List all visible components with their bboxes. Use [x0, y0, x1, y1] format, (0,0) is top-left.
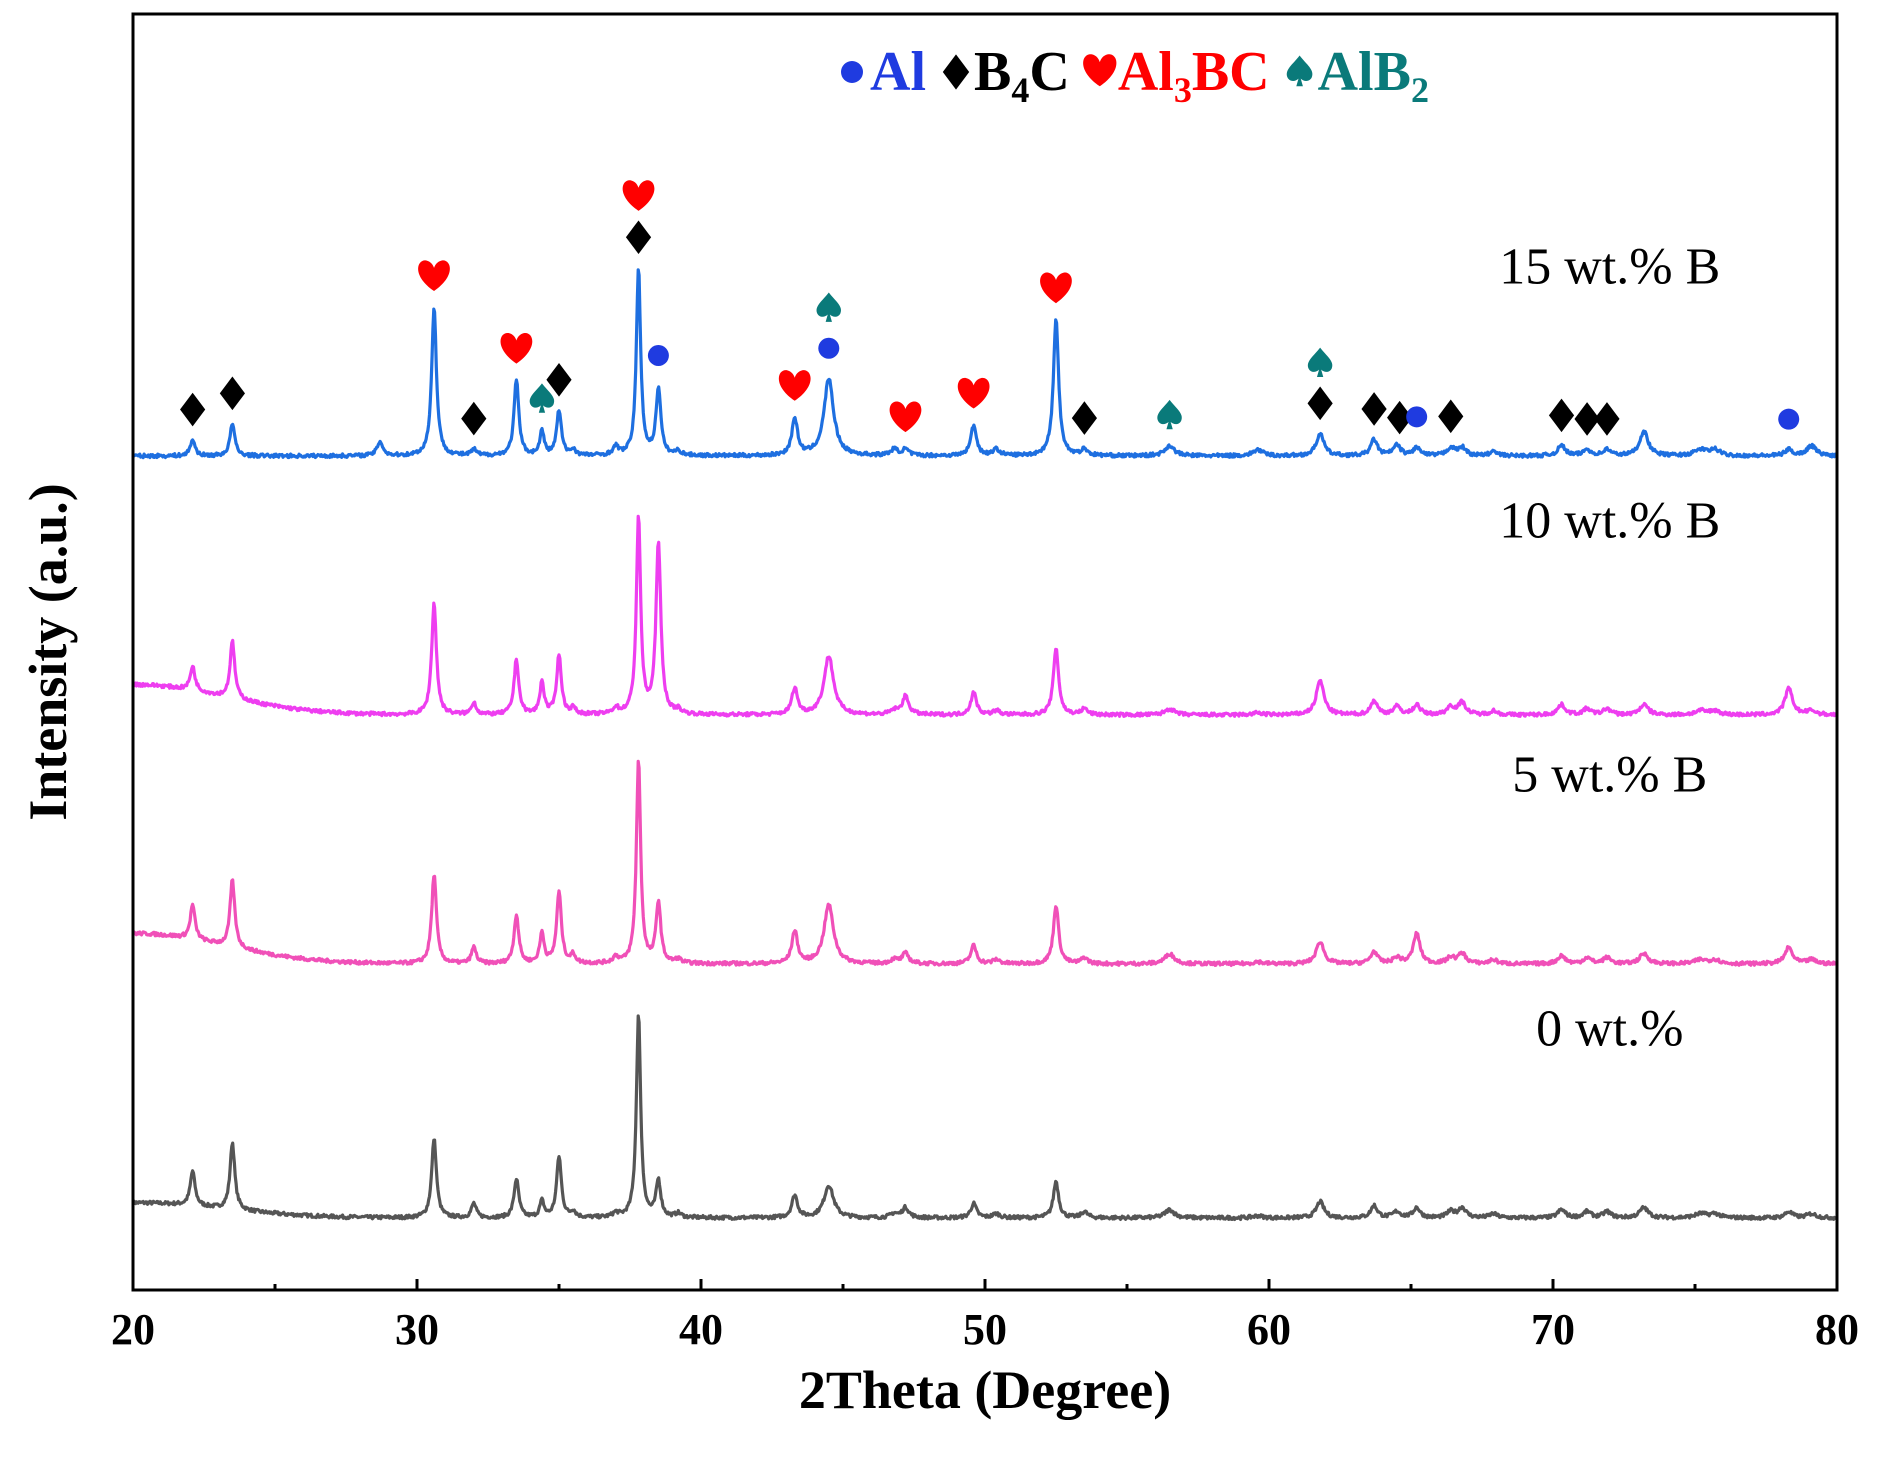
legend-entry-3: AlB2 [1318, 41, 1429, 110]
series-labels: 15 wt.% B 10 wt.% B 5 wt.% B 0 wt.% [1499, 239, 1720, 1058]
heart-marker-icon [418, 260, 450, 292]
x-tick-label-20: 20 [111, 1305, 155, 1354]
spade-marker-icon [1307, 347, 1333, 378]
x-axis-title: 2Theta (Degree) [799, 1360, 1171, 1420]
x-axis: 20 30 40 50 60 70 80 [111, 1279, 1859, 1354]
diamond-marker-icon [1574, 402, 1600, 436]
heart-marker-icon [1040, 272, 1072, 304]
series-label-3: 0 wt.% [1536, 1001, 1683, 1058]
y-axis-title: Intensity (a.u.) [18, 483, 78, 821]
diamond-marker-icon [546, 362, 572, 397]
circle-marker-icon [647, 344, 669, 366]
diamond-marker-icon [1438, 399, 1464, 434]
series-label-2: 5 wt.% B [1512, 747, 1707, 804]
diamond-marker-icon [1548, 398, 1575, 433]
series-line-1 [131, 759, 1839, 967]
heart-marker-icon [889, 401, 922, 433]
legend-entry-0: Al [870, 41, 926, 103]
plot-frame [131, 12, 1839, 1292]
circle-marker-icon [818, 337, 840, 359]
diamond-marker-icon [1361, 392, 1387, 426]
heart-marker-icon [957, 377, 990, 409]
x-tick-label-60: 60 [1247, 1305, 1291, 1354]
x-tick-label-70: 70 [1531, 1305, 1575, 1354]
diamond-marker-icon [1071, 401, 1097, 435]
series-layer [131, 268, 1839, 1222]
series-label-0: 15 wt.% B [1499, 239, 1720, 296]
x-tick-label-80: 80 [1815, 1305, 1859, 1354]
spade-marker-icon [1157, 399, 1182, 430]
x-tick-label-30: 30 [395, 1305, 439, 1354]
x-tick-label-40: 40 [679, 1305, 723, 1354]
diamond-marker-icon [625, 220, 652, 255]
heart-marker-icon [622, 180, 655, 211]
diamond-marker-icon [1594, 402, 1620, 436]
spade-marker-icon [816, 292, 842, 322]
series-line-2 [131, 514, 1839, 718]
legend-entry-1: B4C [974, 41, 1070, 110]
diamond-marker-icon [1307, 386, 1333, 421]
heart-marker-icon [1083, 54, 1117, 87]
series-line-0 [131, 1014, 1838, 1222]
series-line-3 [132, 268, 1838, 460]
diamond-marker-icon [1387, 400, 1413, 435]
circle-marker-icon [841, 61, 863, 83]
annotation-layer [180, 180, 1800, 436]
diamond-marker-icon [461, 401, 487, 436]
diamond-marker-icon [219, 376, 245, 411]
x-tick-label-50: 50 [963, 1305, 1007, 1354]
legend-entry-2: Al3BC [1118, 41, 1270, 110]
heart-marker-icon [500, 333, 533, 364]
circle-marker-icon [1406, 406, 1428, 428]
diamond-marker-icon [180, 392, 206, 427]
series-label-1: 10 wt.% B [1499, 493, 1720, 550]
circle-marker-icon [1778, 408, 1800, 430]
spade-marker-icon [529, 383, 555, 413]
heart-marker-icon [778, 370, 811, 401]
spade-marker-icon [1286, 55, 1313, 87]
legend: Al B4C Al3BC AlB2 [841, 41, 1429, 110]
diamond-marker-icon [942, 54, 970, 90]
